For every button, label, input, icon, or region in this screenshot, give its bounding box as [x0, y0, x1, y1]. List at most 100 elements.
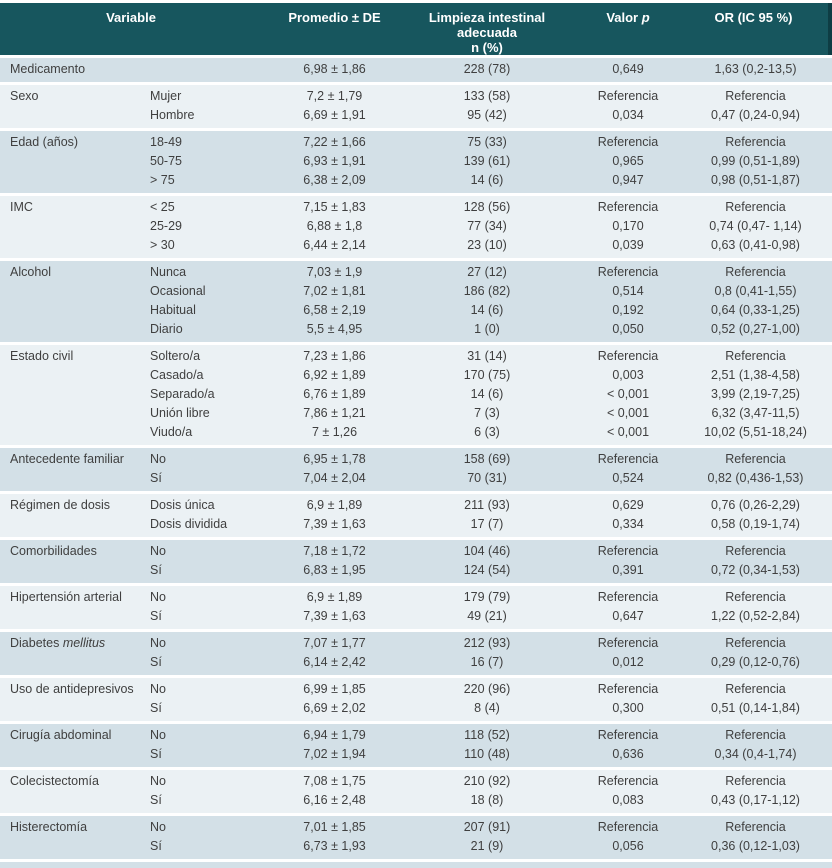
variable-cell: Histerectomía: [0, 818, 150, 837]
category-cell: 18-49: [150, 135, 182, 149]
column-header-variable: Variable: [106, 10, 156, 25]
variable-cell: [0, 469, 150, 488]
statistics-table: Variable Promedio ± DE Limpieza intestin…: [0, 3, 832, 868]
table-row: Sexo Mujer 7,2 ± 1,79 133 (58) Referencia Ref…: [0, 87, 832, 106]
column-header-or: OR (IC 95 %): [714, 10, 793, 25]
n-percent-cell: 110 (48): [464, 747, 510, 761]
table-group: Régimen de dosis Dosis única 6,9 ± 1,89 211…: [0, 494, 832, 537]
table-row: Ocasional 7,02 ± 1,81 186 (82) 0,514 0,8 (0,…: [0, 282, 832, 301]
valor-p-cell: Referencia: [597, 636, 659, 650]
table-group: Uso de antidepresivos No 6,99 ± 1,85 220 (9…: [0, 678, 832, 721]
variable-cell: Hipertensión arterial: [0, 588, 150, 607]
category-cell: > 75: [150, 173, 175, 187]
variable-cell: Medicamento: [0, 60, 150, 79]
table-group: Estado civil Soltero/a 7,23 ± 1,86 31 (14) R…: [0, 345, 832, 445]
table-row: Sí 6,16 ± 2,48 18 (8) 0,083 0,43 (0,17-1,12): [0, 791, 832, 810]
or-cell: Referencia: [725, 135, 786, 149]
table-group: IMC < 25 7,15 ± 1,83 128 (56) Referencia Refe…: [0, 196, 832, 258]
promedio-cell: 6,99 ± 1,85: [303, 682, 366, 696]
valor-p-cell: 0,170: [612, 219, 644, 233]
or-cell: 0,82 (0,436-1,53): [707, 471, 804, 485]
valor-p-symbol: p: [641, 10, 650, 25]
n-percent-cell: 77 (34): [467, 219, 507, 233]
valor-p-cell: Referencia: [597, 774, 659, 788]
n-percent-cell: 16 (7): [470, 655, 504, 669]
or-cell: Referencia: [725, 200, 786, 214]
promedio-cell: 5,5 ± 4,95: [306, 322, 363, 336]
promedio-cell: 7,02 ± 1,81: [303, 284, 366, 298]
category-cell: > 30: [150, 238, 175, 252]
variable-label: IMC: [10, 200, 33, 214]
table-body: Medicamento 6,98 ± 1,86 228 (78) 0,649 1,63 …: [0, 58, 832, 859]
variable-cell: [0, 152, 150, 171]
n-percent-cell: 49 (21): [467, 609, 507, 623]
promedio-cell: 7,2 ± 1,79: [306, 89, 363, 103]
n-percent-cell: 228 (78): [463, 62, 511, 76]
promedio-cell: 7,03 ± 1,9: [306, 265, 363, 279]
table-row: Diario 5,5 ± 4,95 1 (0) 0,050 0,52 (0,27-1,0…: [0, 320, 832, 339]
n-percent-cell: 104 (46): [463, 544, 511, 558]
category-cell: Unión libre: [150, 406, 210, 420]
valor-p-cell: 0,524: [612, 471, 644, 485]
valor-p-cell: Referencia: [597, 728, 659, 742]
category-cell: < 25: [150, 200, 175, 214]
table-row: Uso de antidepresivos No 6,99 ± 1,85 220 (9…: [0, 680, 832, 699]
valor-p-cell: 0,636: [612, 747, 644, 761]
valor-p-cell: Referencia: [597, 135, 659, 149]
variable-cell: [0, 282, 150, 301]
category-cell: No: [150, 636, 166, 650]
valor-p-cell: Referencia: [597, 590, 659, 604]
n-percent-cell: 179 (79): [463, 590, 511, 604]
table-row: Sí 7,02 ± 1,94 110 (48) 0,636 0,34 (0,4-1,74…: [0, 745, 832, 764]
valor-p-cell: 0,056: [612, 839, 644, 853]
valor-p-cell: Referencia: [597, 544, 659, 558]
promedio-cell: 6,16 ± 2,48: [303, 793, 366, 807]
table-row: Separado/a 6,76 ± 1,89 14 (6) < 0,001 3,99 (…: [0, 385, 832, 404]
n-percent-cell: 170 (75): [463, 368, 511, 382]
variable-cell: Edad (años): [0, 133, 150, 152]
n-percent-cell: 186 (82): [463, 284, 511, 298]
variable-cell: Diabetes mellitus: [0, 634, 150, 653]
category-cell: No: [150, 728, 166, 742]
table-row: Hipertensión arterial No 6,9 ± 1,89 179 (79…: [0, 588, 832, 607]
or-cell: 0,99 (0,51-1,89): [711, 154, 800, 168]
n-percent-cell: 14 (6): [470, 387, 504, 401]
table-group: Alcohol Nunca 7,03 ± 1,9 27 (12) Referencia R…: [0, 261, 832, 342]
or-cell: 3,99 (2,19-7,25): [711, 387, 800, 401]
category-cell: No: [150, 774, 166, 788]
or-cell: 1,63 (0,2-13,5): [714, 62, 797, 76]
n-percent-cell: 17 (7): [470, 517, 504, 531]
or-cell: 0,52 (0,27-1,00): [711, 322, 800, 336]
category-cell: Dosis dividida: [150, 517, 228, 531]
valor-p-cell: 0,003: [612, 368, 644, 382]
valor-p-cell: Referencia: [597, 452, 659, 466]
or-cell: 10,02 (5,51-18,24): [704, 425, 807, 439]
or-cell: 0,72 (0,34-1,53): [711, 563, 800, 577]
promedio-cell: 7,39 ± 1,63: [303, 517, 366, 531]
table-row: 25-29 6,88 ± 1,8 77 (34) 0,170 0,74 (0,47- 1…: [0, 217, 832, 236]
variable-label: Antecedente familiar: [10, 452, 124, 466]
column-header-limpieza: Limpieza intestinal adecuada n (%): [407, 10, 567, 55]
valor-p-cell: Referencia: [597, 349, 659, 363]
n-percent-cell: 70 (31): [467, 471, 507, 485]
table-row: Sí 6,73 ± 1,93 21 (9) 0,056 0,36 (0,12-1,03): [0, 837, 832, 856]
or-cell: Referencia: [725, 544, 786, 558]
or-cell: Referencia: [725, 774, 786, 788]
table-row: > 30 6,44 ± 2,14 23 (10) 0,039 0,63 (0,41-0,…: [0, 236, 832, 255]
valor-p-cell: 0,629: [612, 498, 644, 512]
variable-cell: Cirugía abdominal: [0, 726, 150, 745]
valor-p-cell: 0,039: [612, 238, 644, 252]
variable-cell: [0, 699, 150, 718]
table-row: Sí 6,69 ± 2,02 8 (4) 0,300 0,51 (0,14-1,84): [0, 699, 832, 718]
valor-p-cell: < 0,001: [606, 406, 650, 420]
or-cell: 0,43 (0,17-1,12): [711, 793, 800, 807]
or-cell: Referencia: [725, 682, 786, 696]
column-header-limpieza-line1: Limpieza intestinal adecuada: [428, 10, 546, 40]
variable-label: Estado civil: [10, 349, 74, 363]
n-percent-cell: 95 (42): [467, 108, 507, 122]
table-row: Casado/a 6,92 ± 1,89 170 (75) 0,003 2,51 (1,…: [0, 366, 832, 385]
promedio-cell: 7,39 ± 1,63: [303, 609, 366, 623]
category-cell: 25-29: [150, 219, 182, 233]
promedio-cell: 7,22 ± 1,66: [303, 135, 366, 149]
or-cell: 0,74 (0,47- 1,14): [709, 219, 802, 233]
